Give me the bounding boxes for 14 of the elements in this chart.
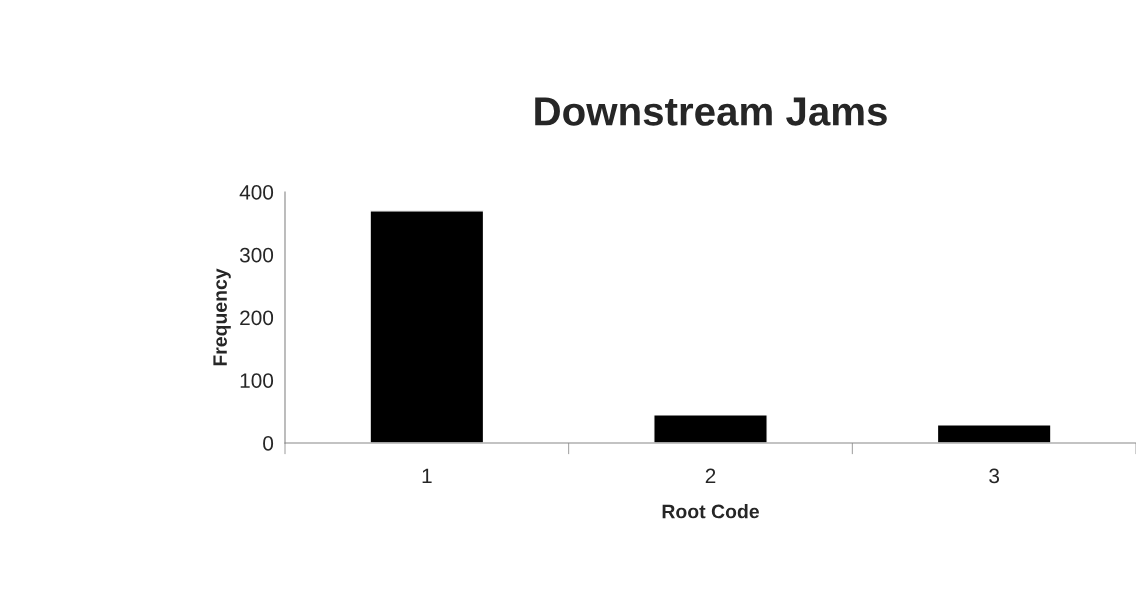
y-tick-label: 300 [239, 247, 274, 263]
y-tick-label: 100 [240, 373, 274, 388]
y-tick-label: 400 [239, 185, 274, 200]
y-tick-label: 200 [240, 310, 274, 326]
bar [369, 210, 485, 443]
x-tick-label: 1 [422, 468, 432, 484]
chart-title: Downstream Jams [535, 97, 887, 126]
y-tick-label: 0 [263, 436, 274, 451]
x-tick-label: 3 [989, 468, 1000, 484]
bar [653, 414, 768, 443]
bar [936, 424, 1052, 443]
x-axis-title: Root Code [662, 504, 759, 519]
y-axis-title: Frequency [213, 268, 231, 366]
x-tick-label: 2 [705, 468, 716, 484]
